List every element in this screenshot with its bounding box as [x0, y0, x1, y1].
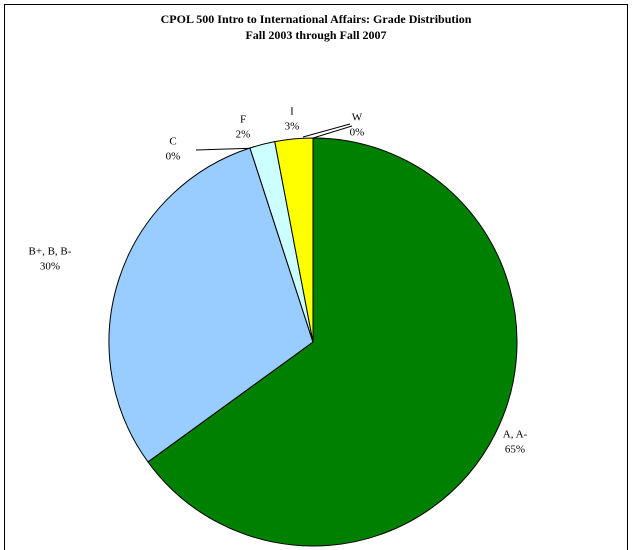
slice-value-label: 3%	[285, 121, 300, 133]
chart-title: CPOL 500 Intro to International Affairs:…	[161, 12, 472, 26]
pie-slice	[147, 137, 518, 547]
pie-slice	[108, 147, 314, 463]
leader-line	[312, 125, 353, 139]
slice-value-label: 65%	[505, 444, 525, 456]
slice-value-label: 30%	[40, 261, 60, 273]
slice-label: C	[169, 136, 176, 148]
slice-value-label: 0%	[350, 127, 365, 139]
slice-label: I	[290, 106, 294, 118]
chart-subtitle: Fall 2003 through Fall 2007	[245, 28, 386, 42]
slice-value-label: 0%	[166, 151, 181, 163]
slice-label: A, A-	[503, 429, 528, 441]
slice-value-label: 2%	[236, 129, 251, 141]
leader-line	[195, 147, 258, 151]
slice-label: B+, B, B-	[29, 246, 72, 258]
slice-label: W	[352, 112, 363, 124]
slice-label: F	[240, 114, 246, 126]
leader-line	[302, 123, 351, 138]
